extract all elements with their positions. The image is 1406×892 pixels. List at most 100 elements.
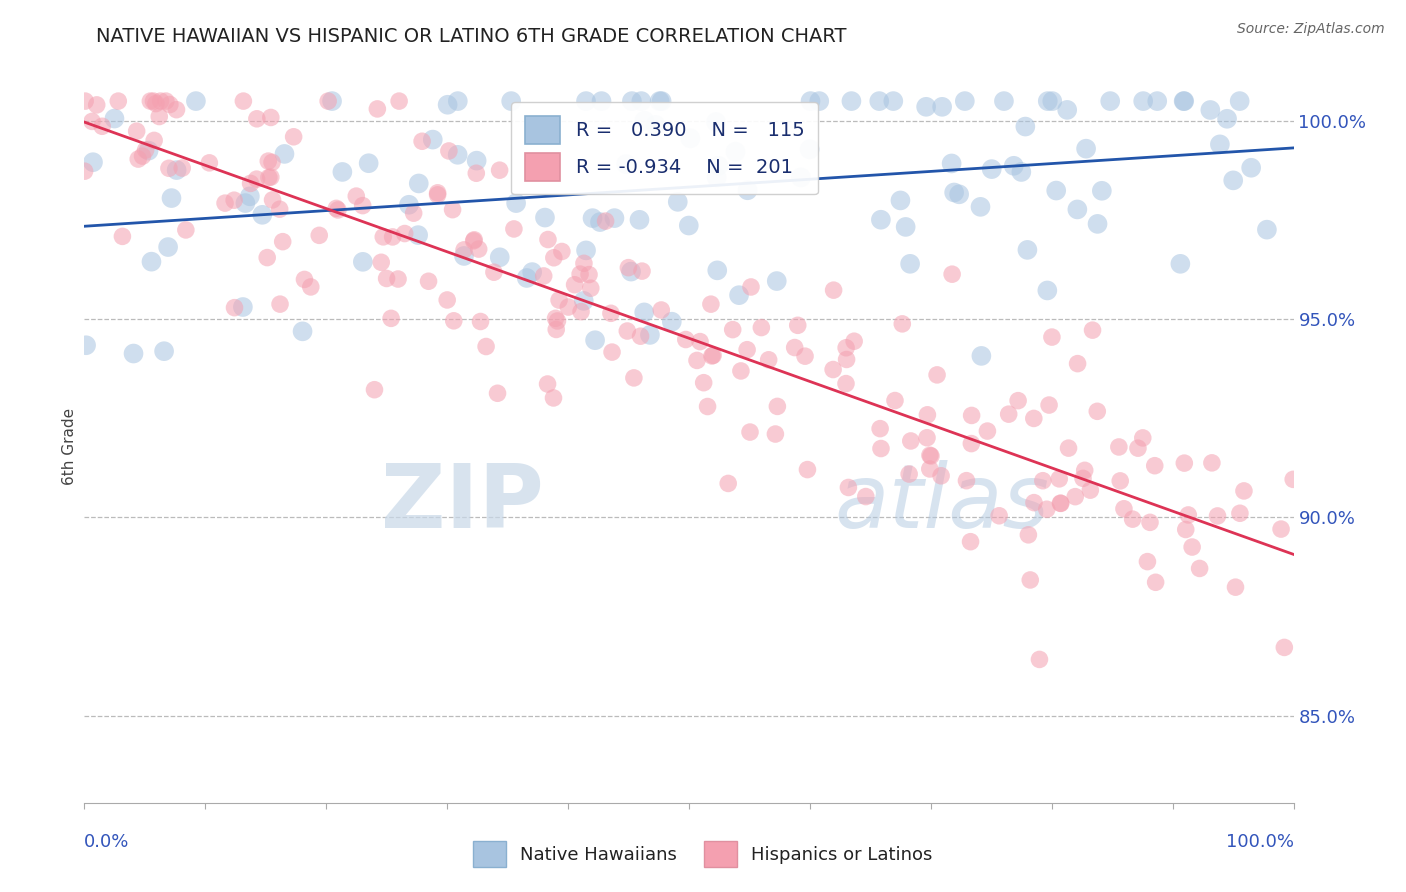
Point [1047, 472, 1070, 486]
Point [765, 274, 787, 288]
Point [143, 133, 166, 147]
Point [1225, 580, 1247, 594]
Point [235, 196, 257, 211]
Point [1206, 508, 1229, 523]
Point [422, 132, 444, 146]
Point [447, 148, 470, 162]
Point [1049, 496, 1071, 510]
Point [579, 281, 602, 295]
Point [696, 400, 718, 414]
Point [332, 165, 354, 179]
Point [394, 227, 416, 241]
Point [363, 383, 385, 397]
Point [257, 154, 280, 169]
Point [157, 161, 180, 176]
Point [260, 111, 283, 125]
Point [796, 462, 818, 476]
Point [257, 170, 280, 185]
Point [557, 300, 579, 314]
Point [1181, 540, 1204, 554]
Point [443, 314, 465, 328]
Text: 0.0%: 0.0% [84, 833, 129, 851]
Point [463, 234, 485, 248]
Point [704, 115, 727, 129]
Point [273, 147, 295, 161]
Point [648, 94, 671, 108]
Point [516, 271, 538, 285]
Point [1222, 173, 1244, 187]
Point [675, 333, 697, 347]
Point [616, 324, 638, 338]
Point [692, 376, 714, 390]
Point [790, 170, 813, 185]
Point [166, 163, 188, 178]
Point [73, 164, 96, 178]
Point [1040, 330, 1063, 344]
Point [603, 211, 626, 226]
Point [107, 94, 129, 108]
Point [352, 255, 374, 269]
Point [269, 202, 291, 217]
Point [486, 386, 509, 401]
Point [260, 155, 283, 169]
Point [82, 155, 104, 169]
Point [1188, 561, 1211, 575]
Point [993, 94, 1015, 108]
Point [138, 144, 160, 158]
Point [617, 260, 640, 275]
Point [737, 183, 759, 197]
Point [1173, 94, 1195, 108]
Point [1032, 474, 1054, 488]
Point [929, 468, 952, 483]
Point [1122, 512, 1144, 526]
Point [572, 293, 595, 308]
Point [1022, 411, 1045, 425]
Point [262, 193, 284, 207]
Point [823, 283, 845, 297]
Point [620, 94, 643, 108]
Point [465, 153, 488, 168]
Point [630, 94, 652, 108]
Point [418, 274, 440, 288]
Point [1132, 431, 1154, 445]
Point [503, 222, 526, 236]
Point [1173, 94, 1195, 108]
Point [918, 448, 941, 462]
Point [375, 271, 398, 285]
Point [631, 264, 654, 278]
Point [823, 362, 845, 376]
Point [786, 318, 808, 333]
Point [572, 256, 595, 270]
Point [75, 94, 97, 108]
Point [1049, 496, 1071, 510]
Point [869, 422, 891, 436]
Point [578, 268, 600, 282]
Point [488, 250, 510, 264]
Point [467, 242, 489, 256]
Point [941, 156, 963, 170]
Point [721, 323, 744, 337]
Point [387, 272, 409, 286]
Point [955, 474, 977, 488]
Point [488, 163, 510, 178]
Point [271, 235, 294, 249]
Point [953, 94, 976, 108]
Point [326, 202, 349, 217]
Point [898, 257, 921, 271]
Point [501, 94, 523, 108]
Point [141, 254, 163, 268]
Point [426, 186, 449, 200]
Point [564, 277, 586, 292]
Point [352, 199, 374, 213]
Point [969, 200, 991, 214]
Point [900, 434, 922, 448]
Point [246, 112, 269, 126]
Point [1022, 495, 1045, 509]
Point [224, 301, 246, 315]
Point [799, 94, 821, 108]
Point [453, 249, 475, 263]
Point [707, 159, 730, 173]
Point [523, 162, 546, 177]
Point [1209, 137, 1232, 152]
Point [470, 314, 492, 328]
